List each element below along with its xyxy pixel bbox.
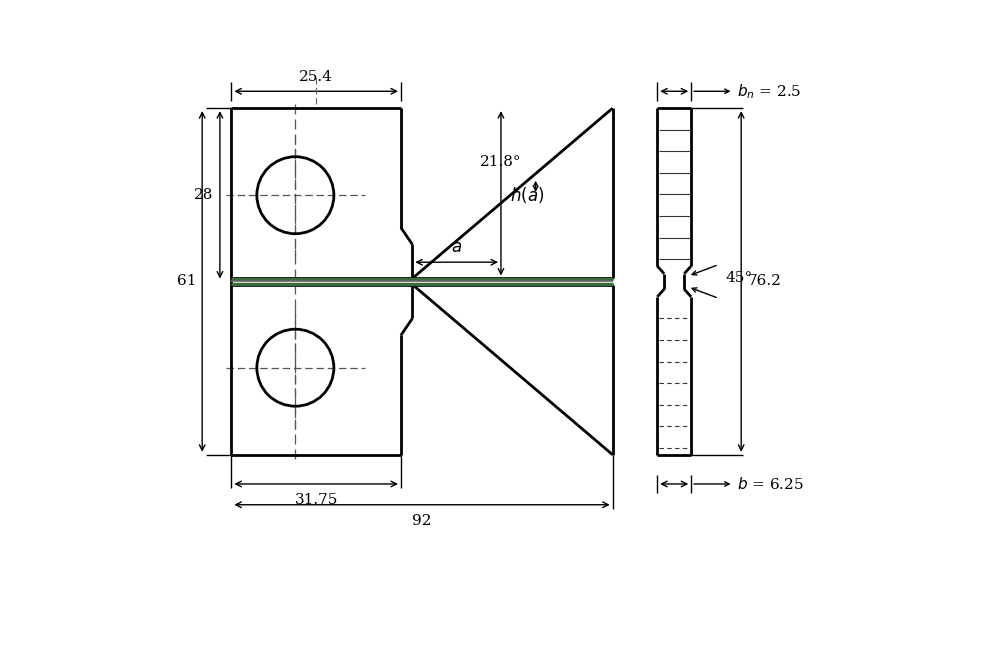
Text: 31.75: 31.75 (294, 493, 338, 507)
Text: 45°: 45° (725, 271, 752, 284)
Text: $b_n$ = 2.5: $b_n$ = 2.5 (737, 82, 802, 101)
Text: 21.8°: 21.8° (480, 155, 522, 169)
Text: $a$: $a$ (451, 239, 462, 256)
Text: $b$ = 6.25: $b$ = 6.25 (737, 476, 804, 492)
Text: $h(a)$: $h(a)$ (510, 185, 544, 205)
Text: 76.2: 76.2 (747, 275, 781, 288)
Text: 61: 61 (177, 275, 196, 288)
Text: 25.4: 25.4 (299, 70, 333, 84)
Text: 92: 92 (412, 514, 432, 528)
Text: 28: 28 (194, 188, 214, 202)
